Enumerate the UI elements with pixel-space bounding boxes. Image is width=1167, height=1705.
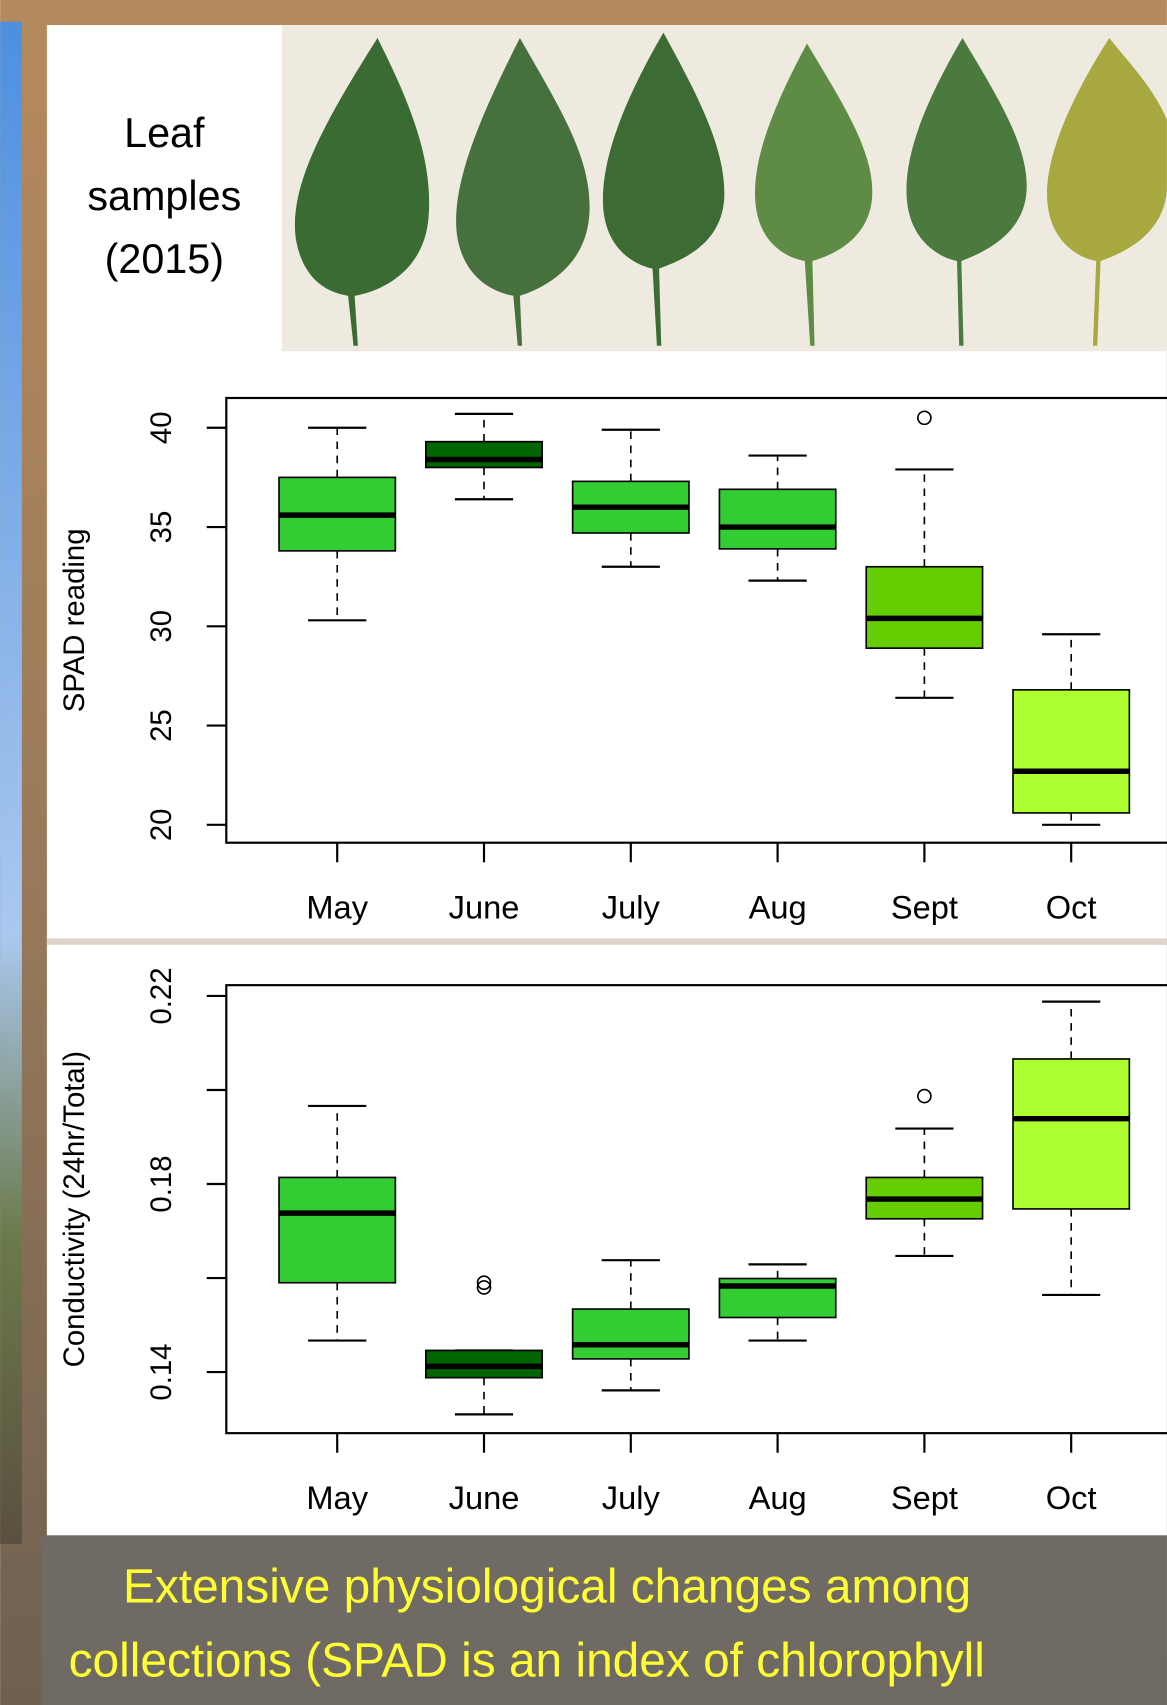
y-tick-label: 20	[145, 809, 178, 842]
x-tick-label: Sept	[891, 1479, 958, 1516]
x-tick-label: Aug	[749, 1479, 807, 1516]
panel-seam	[47, 938, 1167, 945]
box	[1013, 1059, 1129, 1209]
x-tick-label: June	[449, 1479, 520, 1516]
x-tick-label: July	[602, 889, 661, 926]
box	[573, 1309, 689, 1359]
y-axis-label: SPAD reading	[58, 528, 91, 712]
y-tick-label: 35	[145, 511, 178, 544]
y-axis-label: Conductivity (24hr/Total)	[58, 1051, 91, 1367]
y-tick-label: 40	[145, 411, 178, 444]
photo-label: (2015)	[105, 236, 224, 282]
caption-line: Extensive physiological changes among	[123, 1560, 971, 1613]
photo-label: Leaf	[124, 110, 205, 156]
x-tick-label: Aug	[749, 889, 807, 926]
x-tick-label: June	[449, 889, 520, 926]
y-tick-label: 0.18	[145, 1155, 178, 1212]
x-tick-label: Oct	[1046, 1479, 1097, 1516]
x-tick-label: Oct	[1046, 889, 1097, 926]
x-tick-label: July	[602, 1479, 661, 1516]
photo-label: samples	[87, 173, 241, 219]
background-sky	[0, 22, 22, 1544]
box	[426, 442, 542, 468]
y-tick-label: 0.22	[145, 967, 178, 1024]
y-tick-label: 30	[145, 610, 178, 643]
y-tick-label: 25	[145, 709, 178, 742]
box	[279, 1177, 395, 1282]
y-tick-label: 0.14	[145, 1343, 178, 1400]
x-tick-label: May	[306, 1479, 368, 1516]
caption-line: collections (SPAD is an index of chlorop…	[69, 1634, 985, 1687]
x-tick-label: May	[306, 889, 368, 926]
page: Leaf samples (2015) SPAD reading 20 25 30 35…	[0, 0, 1167, 1705]
box	[866, 567, 982, 648]
box	[1013, 690, 1129, 813]
x-tick-label: Sept	[891, 889, 958, 926]
slide: Leaf samples (2015) SPAD reading 20 25 30 35…	[0, 0, 1167, 1705]
box	[719, 489, 835, 549]
